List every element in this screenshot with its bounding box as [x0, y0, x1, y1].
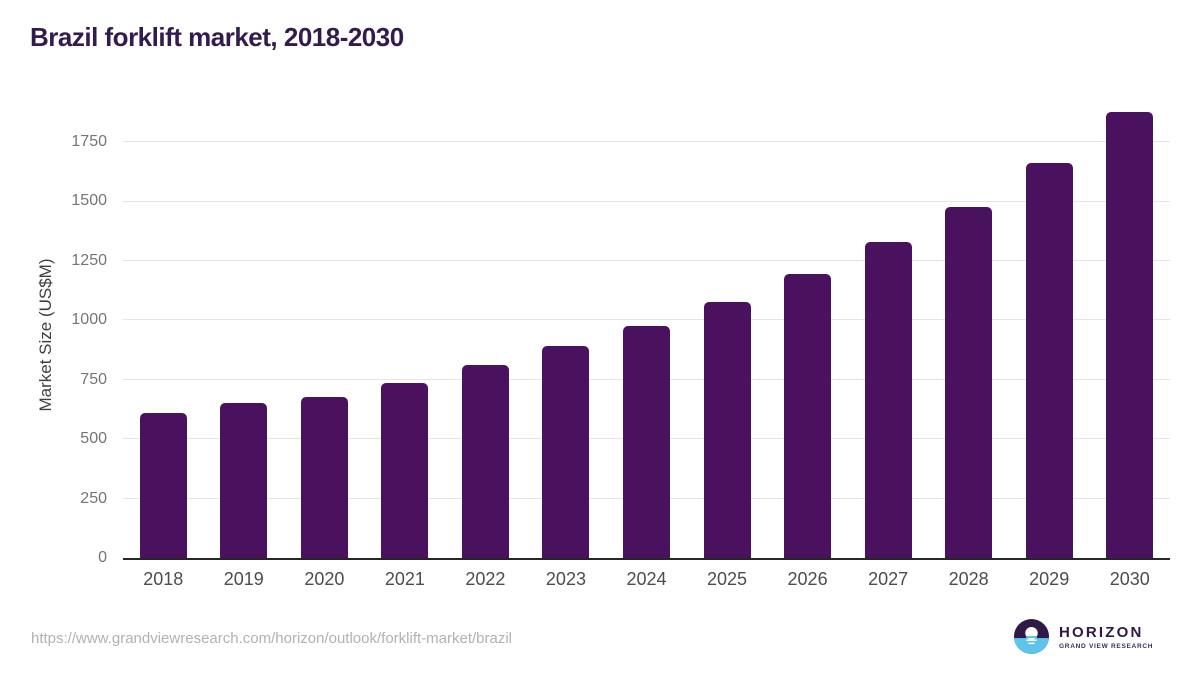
bar-2029[interactable]: [1025, 163, 1073, 558]
logo-subtitle: GRAND VIEW RESEARCH: [1059, 642, 1154, 650]
bar-2030[interactable]: [1106, 111, 1154, 558]
x-tick-label-2022: 2022: [465, 569, 506, 589]
bar-2028[interactable]: [945, 206, 993, 558]
bar-2026[interactable]: [784, 273, 832, 558]
x-tick-label-2029: 2029: [1029, 569, 1070, 589]
source-url: https://www.grandviewresearch.com/horizo…: [31, 630, 513, 647]
bar-2022[interactable]: [461, 364, 509, 558]
y-tick-label-0: 0: [98, 549, 107, 566]
y-tick-label-500: 500: [80, 430, 107, 448]
bar-2019[interactable]: [220, 403, 268, 558]
bar-2020[interactable]: [300, 397, 348, 558]
bar-2023[interactable]: [542, 346, 590, 558]
x-tick-label-2023: 2023: [545, 569, 586, 589]
x-tick-label-2020: 2020: [304, 569, 345, 589]
horizon-logo: HORIZON GRAND VIEW RESEARCH: [1014, 619, 1153, 654]
x-tick-label-2018: 2018: [143, 569, 184, 589]
x-tick-label-2024: 2024: [626, 569, 667, 589]
bar-2025[interactable]: [703, 301, 751, 558]
gridline-y-1000: [123, 319, 1170, 321]
chart-title: Brazil forklift market, 2018-2030: [30, 22, 404, 52]
x-tick-label-2030: 2030: [1109, 569, 1150, 589]
y-tick-label-1000: 1000: [71, 311, 107, 329]
x-tick-label-2027: 2027: [868, 569, 909, 589]
bar-2027[interactable]: [864, 242, 912, 558]
horizon-sun-logo-icon: [1014, 619, 1049, 654]
y-tick-label-1250: 1250: [71, 251, 107, 269]
x-tick-label-2028: 2028: [948, 569, 989, 589]
bar-2021[interactable]: [381, 382, 429, 558]
x-tick-label-2025: 2025: [707, 569, 748, 589]
gridline-y-1250: [123, 259, 1170, 261]
x-tick-label-2021: 2021: [384, 569, 425, 589]
bar-2024[interactable]: [623, 326, 670, 558]
plot-area: [123, 100, 1170, 560]
x-tick-label-2019: 2019: [223, 569, 264, 589]
logo-name: HORIZON: [1059, 623, 1144, 641]
x-axis-baseline: [123, 558, 1170, 560]
gridline-y-1750: [123, 141, 1170, 143]
y-axis-title: Market Size (US$M): [36, 258, 55, 412]
y-tick-label-1500: 1500: [71, 192, 107, 210]
logo-text-block: HORIZON GRAND VIEW RESEARCH: [1059, 624, 1153, 650]
y-tick-label-1750: 1750: [71, 133, 107, 151]
y-tick-label-750: 750: [80, 370, 107, 388]
x-tick-label-2026: 2026: [787, 569, 828, 589]
gridline-y-1500: [123, 200, 1170, 202]
bar-2018[interactable]: [139, 412, 187, 558]
y-tick-label-250: 250: [80, 489, 107, 507]
